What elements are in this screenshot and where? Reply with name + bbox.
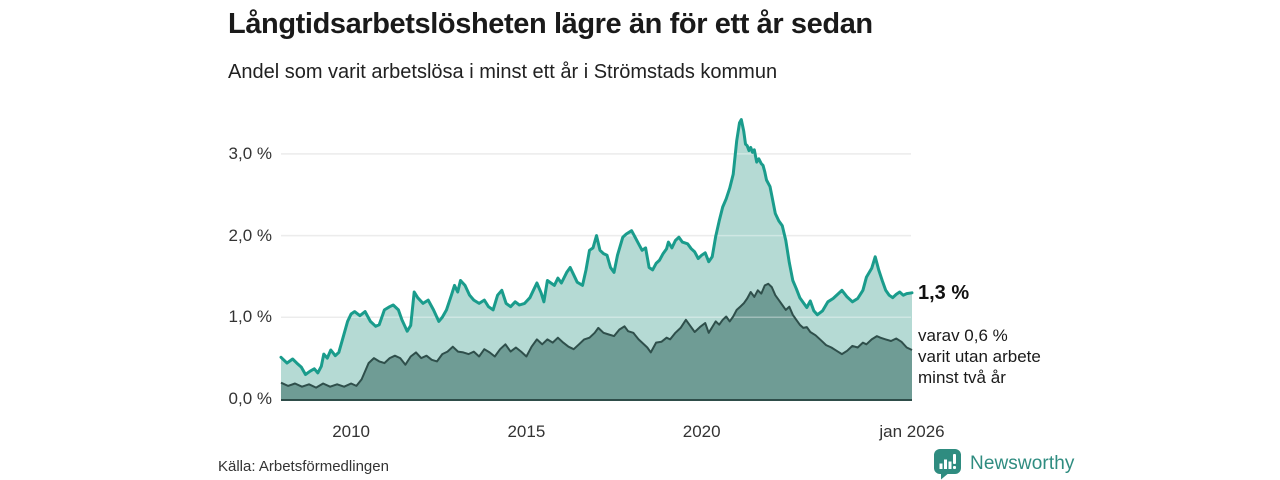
end-value-label: 1,3 % <box>918 282 970 304</box>
newsworthy-icon <box>934 449 961 480</box>
chart-subtitle: Andel som varit arbetslösa i minst ett å… <box>228 61 778 83</box>
x-tick-label: 2010 <box>332 422 371 441</box>
end-value-sublabel-line: minst två år <box>918 368 1006 387</box>
y-tick-label: 0,0 % <box>228 389 272 408</box>
x-tick-label: jan 2026 <box>879 422 945 441</box>
end-value-sublabel: varav 0,6 % varit utan arbete minst två år <box>918 325 1041 388</box>
x-tick-label: 2015 <box>507 422 546 441</box>
source-credit: Källa: Arbetsförmedlingen <box>218 458 389 475</box>
y-tick-label: 2,0 % <box>228 225 272 245</box>
end-value-sublabel-line: varit utan arbete <box>918 347 1041 366</box>
brand-name: Newsworthy <box>970 453 1075 474</box>
page-title: Långtidsarbetslösheten lägre än för ett … <box>228 8 873 40</box>
y-tick-label: 3,0 % <box>228 143 272 163</box>
y-tick-label: 1,0 % <box>228 307 272 327</box>
brand-logo: Newsworthy <box>933 448 1074 480</box>
x-tick-label: 2020 <box>682 422 721 441</box>
end-value-sublabel-line: varav 0,6 % <box>918 326 1008 345</box>
